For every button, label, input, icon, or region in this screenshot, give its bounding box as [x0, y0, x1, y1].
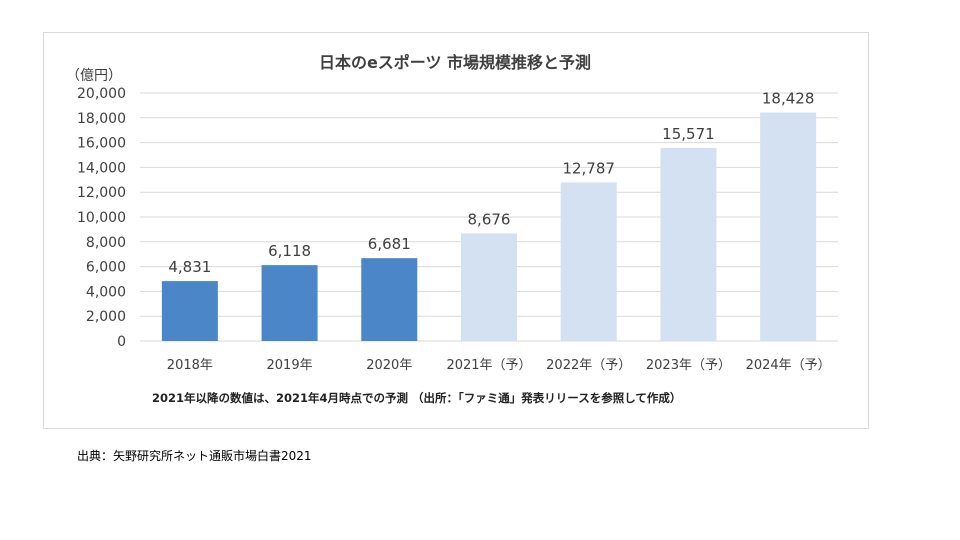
bar-value-label: 12,787 [562, 159, 615, 177]
bar-value-label: 4,831 [168, 258, 211, 276]
bar-value-label: 18,428 [762, 89, 815, 107]
bar [760, 112, 817, 341]
y-tick-label: 20,000 [77, 86, 126, 102]
y-tick-label: 6,000 [86, 260, 126, 276]
x-tick-label: 2021年（予） [446, 358, 531, 373]
x-tick-label: 2024年（予） [746, 358, 831, 373]
y-tick-label: 0 [117, 334, 126, 350]
x-tick-label: 2022年（予） [546, 358, 631, 373]
y-tick-label: 10,000 [77, 210, 126, 226]
bar [161, 281, 218, 341]
y-tick-label: 8,000 [86, 235, 126, 251]
bar-value-label: 6,681 [368, 235, 411, 253]
y-tick-label: 14,000 [77, 160, 126, 176]
bar-value-label: 15,571 [662, 125, 715, 143]
bar [461, 233, 517, 341]
x-tick-label: 2019年 [267, 358, 313, 373]
bar [261, 265, 318, 341]
source-caption: 出典：矢野研究所ネット通販市場白書2021 [77, 449, 312, 463]
y-tick-label: 18,000 [77, 111, 126, 127]
chart-panel [43, 32, 869, 429]
y-tick-label: 12,000 [77, 185, 126, 201]
y-tick-label: 16,000 [77, 136, 126, 152]
x-tick-label: 2018年 [167, 358, 213, 373]
bar [361, 258, 418, 341]
x-tick-label: 2023年（予） [646, 358, 731, 373]
y-axis-unit-label: （億円） [66, 68, 122, 84]
bar [560, 182, 617, 341]
bar-value-label: 8,676 [468, 210, 511, 228]
bar-value-label: 6,118 [268, 242, 311, 260]
bar [660, 147, 717, 341]
chart-note: 2021年以降の数値は、2021年4月時点での予測 （出所：「ファミ通」発表リリ… [152, 391, 681, 405]
chart-title: 日本のeスポーツ 市場規模推移と予測 [319, 53, 591, 72]
x-tick-label: 2020年 [366, 358, 412, 373]
y-tick-label: 2,000 [86, 309, 126, 325]
y-tick-label: 4,000 [86, 284, 126, 300]
